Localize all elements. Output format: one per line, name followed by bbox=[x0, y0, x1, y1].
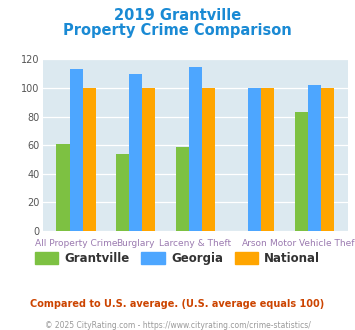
Bar bbox=[189, 67, 202, 231]
Text: Property Crime Comparison: Property Crime Comparison bbox=[63, 23, 292, 38]
Bar bbox=[56, 144, 70, 231]
Text: Compared to U.S. average. (U.S. average equals 100): Compared to U.S. average. (U.S. average … bbox=[31, 299, 324, 309]
Bar bbox=[142, 88, 155, 231]
Legend: Grantville, Georgia, National: Grantville, Georgia, National bbox=[30, 247, 325, 270]
Text: 2019 Grantville: 2019 Grantville bbox=[114, 8, 241, 23]
Bar bbox=[70, 69, 83, 231]
Text: Arson: Arson bbox=[242, 239, 268, 248]
Bar bbox=[295, 112, 308, 231]
Bar bbox=[129, 74, 142, 231]
Bar bbox=[321, 88, 334, 231]
Bar bbox=[202, 88, 215, 231]
Bar bbox=[83, 88, 96, 231]
Bar bbox=[116, 154, 129, 231]
Bar bbox=[176, 147, 189, 231]
Bar bbox=[308, 85, 321, 231]
Text: All Property Crime: All Property Crime bbox=[35, 239, 118, 248]
Text: Burglary: Burglary bbox=[116, 239, 155, 248]
Bar bbox=[261, 88, 274, 231]
Text: © 2025 CityRating.com - https://www.cityrating.com/crime-statistics/: © 2025 CityRating.com - https://www.city… bbox=[45, 321, 310, 330]
Bar bbox=[248, 88, 261, 231]
Text: Larceny & Theft: Larceny & Theft bbox=[159, 239, 231, 248]
Text: Motor Vehicle Theft: Motor Vehicle Theft bbox=[271, 239, 355, 248]
